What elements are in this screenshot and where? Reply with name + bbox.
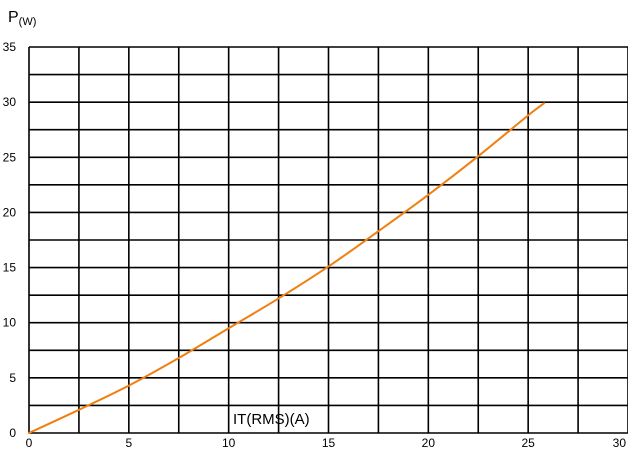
y-tick-label: 10 bbox=[3, 316, 17, 330]
y-tick-label: 0 bbox=[9, 426, 16, 440]
x-tick-labels: 0 5 10 15 20 25 30 bbox=[26, 436, 627, 449]
y-axis-label: P(W) bbox=[8, 9, 36, 28]
y-axis-label-main: P bbox=[8, 9, 19, 26]
x-tick-label: 30 bbox=[613, 436, 627, 449]
y-tick-label: 30 bbox=[3, 95, 17, 109]
x-tick-label: 25 bbox=[521, 436, 535, 449]
y-tick-labels: 0 5 10 15 20 25 30 35 bbox=[3, 40, 17, 440]
y-tick-label: 20 bbox=[3, 205, 17, 219]
y-tick-label: 35 bbox=[3, 40, 17, 54]
x-tick-label: 10 bbox=[222, 436, 236, 449]
horizontal-gridlines bbox=[29, 46, 628, 434]
x-tick-label: 20 bbox=[422, 436, 436, 449]
x-tick-label: 0 bbox=[26, 436, 33, 449]
x-axis-label: IT(RMS)(A) bbox=[233, 411, 310, 428]
series-line bbox=[28, 102, 546, 434]
series-layer bbox=[28, 102, 546, 434]
y-tick-label: 15 bbox=[3, 261, 17, 275]
x-tick-label: 5 bbox=[125, 436, 132, 449]
y-tick-label: 5 bbox=[9, 371, 16, 385]
y-axis-label-unit: (W) bbox=[19, 16, 37, 28]
x-tick-label: 15 bbox=[322, 436, 336, 449]
y-tick-label: 25 bbox=[3, 150, 17, 164]
